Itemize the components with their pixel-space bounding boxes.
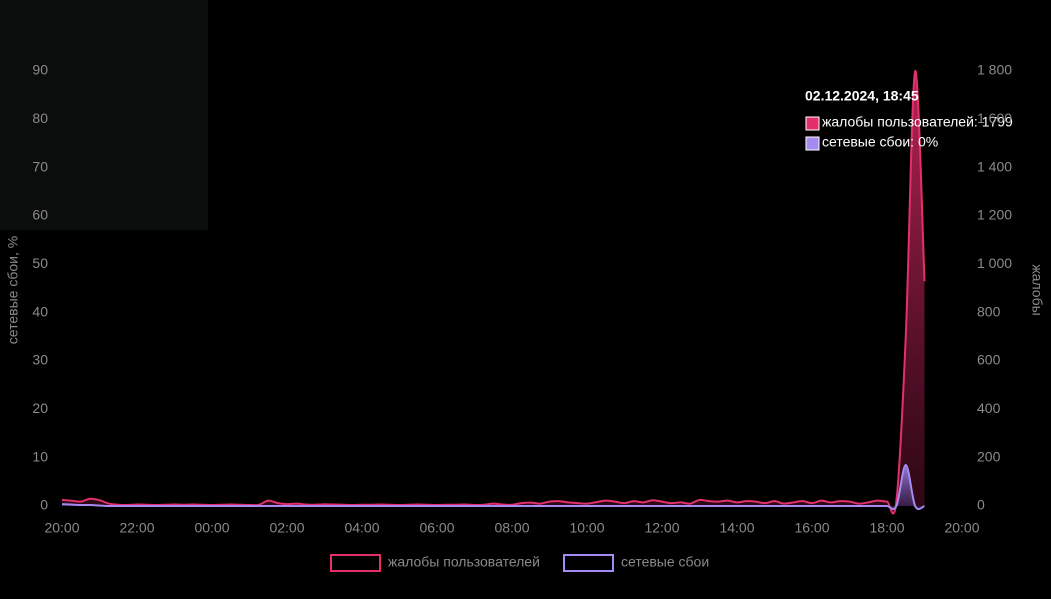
x-tick-label: 22:00: [119, 520, 154, 536]
overlay-panel: [0, 0, 208, 230]
y2-tick-label: 1 600: [977, 110, 1012, 126]
legend-label[interactable]: сетевые сбои: [621, 554, 709, 570]
tooltip-swatch: [805, 116, 820, 131]
y-tick-label: 40: [32, 303, 48, 319]
line: [61, 463, 925, 511]
x-tick-label: 16:00: [794, 520, 829, 536]
y-tick-label: 70: [32, 158, 48, 174]
x-tick-label: 06:00: [419, 520, 454, 536]
y2-tick-label: 200: [977, 448, 1001, 464]
y-axis-label: сетевые сбои, %: [5, 236, 21, 344]
y-tick-label: 20: [32, 400, 48, 416]
y-tick-label: 60: [32, 207, 48, 223]
y2-tick-label: 1 000: [977, 255, 1012, 271]
y-tick-label: 10: [32, 448, 48, 464]
x-tick-label: 20:00: [44, 520, 79, 536]
legend-swatch[interactable]: [563, 554, 614, 572]
y2-tick-label: 1 800: [977, 62, 1012, 78]
tooltip-swatch: [805, 136, 820, 151]
y2-tick-label: 1 400: [977, 158, 1012, 174]
legend-swatch[interactable]: [330, 554, 381, 572]
x-tick-label: 12:00: [644, 520, 679, 536]
y-tick-label: 90: [32, 62, 48, 78]
y-tick-label: 80: [32, 110, 48, 126]
y2-tick-label: 1 200: [977, 207, 1012, 223]
y2-tick-label: 400: [977, 400, 1001, 416]
legend-label[interactable]: жалобы пользователей: [388, 554, 540, 570]
x-tick-label: 02:00: [269, 520, 304, 536]
tooltip-title: 02.12.2024, 18:45: [805, 88, 919, 104]
y2-tick-label: 0: [977, 497, 985, 513]
y2-tick-label: 800: [977, 303, 1001, 319]
y2-axis-label: жалобы: [1029, 264, 1045, 315]
y-tick-label: 50: [32, 255, 48, 271]
x-tick-label: 18:00: [869, 520, 904, 536]
x-tick-label: 00:00: [194, 520, 229, 536]
x-tick-label: 10:00: [569, 520, 604, 536]
tooltip-item: жалобы пользователей: 1799: [822, 114, 1013, 130]
y-tick-label: 0: [40, 497, 48, 513]
y-tick-label: 30: [32, 352, 48, 368]
x-tick-label: 04:00: [344, 520, 379, 536]
x-tick-label: 08:00: [494, 520, 529, 536]
x-tick-label: 20:00: [944, 520, 979, 536]
tooltip-item: сетевые сбои: 0%: [822, 134, 938, 150]
x-tick-label: 14:00: [719, 520, 754, 536]
y2-tick-label: 600: [977, 352, 1001, 368]
